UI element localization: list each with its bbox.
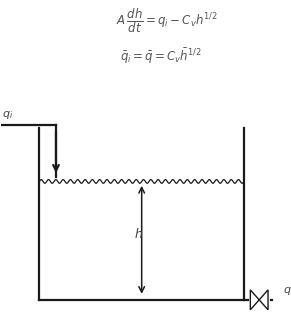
Text: $A\,\dfrac{dh}{dt} = q_i - C_v h^{1/2}$: $A\,\dfrac{dh}{dt} = q_i - C_v h^{1/2}$	[116, 7, 218, 35]
Text: $h$: $h$	[134, 228, 143, 241]
Text: $\bar{q}_i = \bar{q} = C_v \bar{h}^{1/2}$: $\bar{q}_i = \bar{q} = C_v \bar{h}^{1/2}…	[120, 47, 202, 66]
Text: $q$: $q$	[283, 285, 291, 297]
Text: $q_i$: $q_i$	[2, 109, 13, 121]
